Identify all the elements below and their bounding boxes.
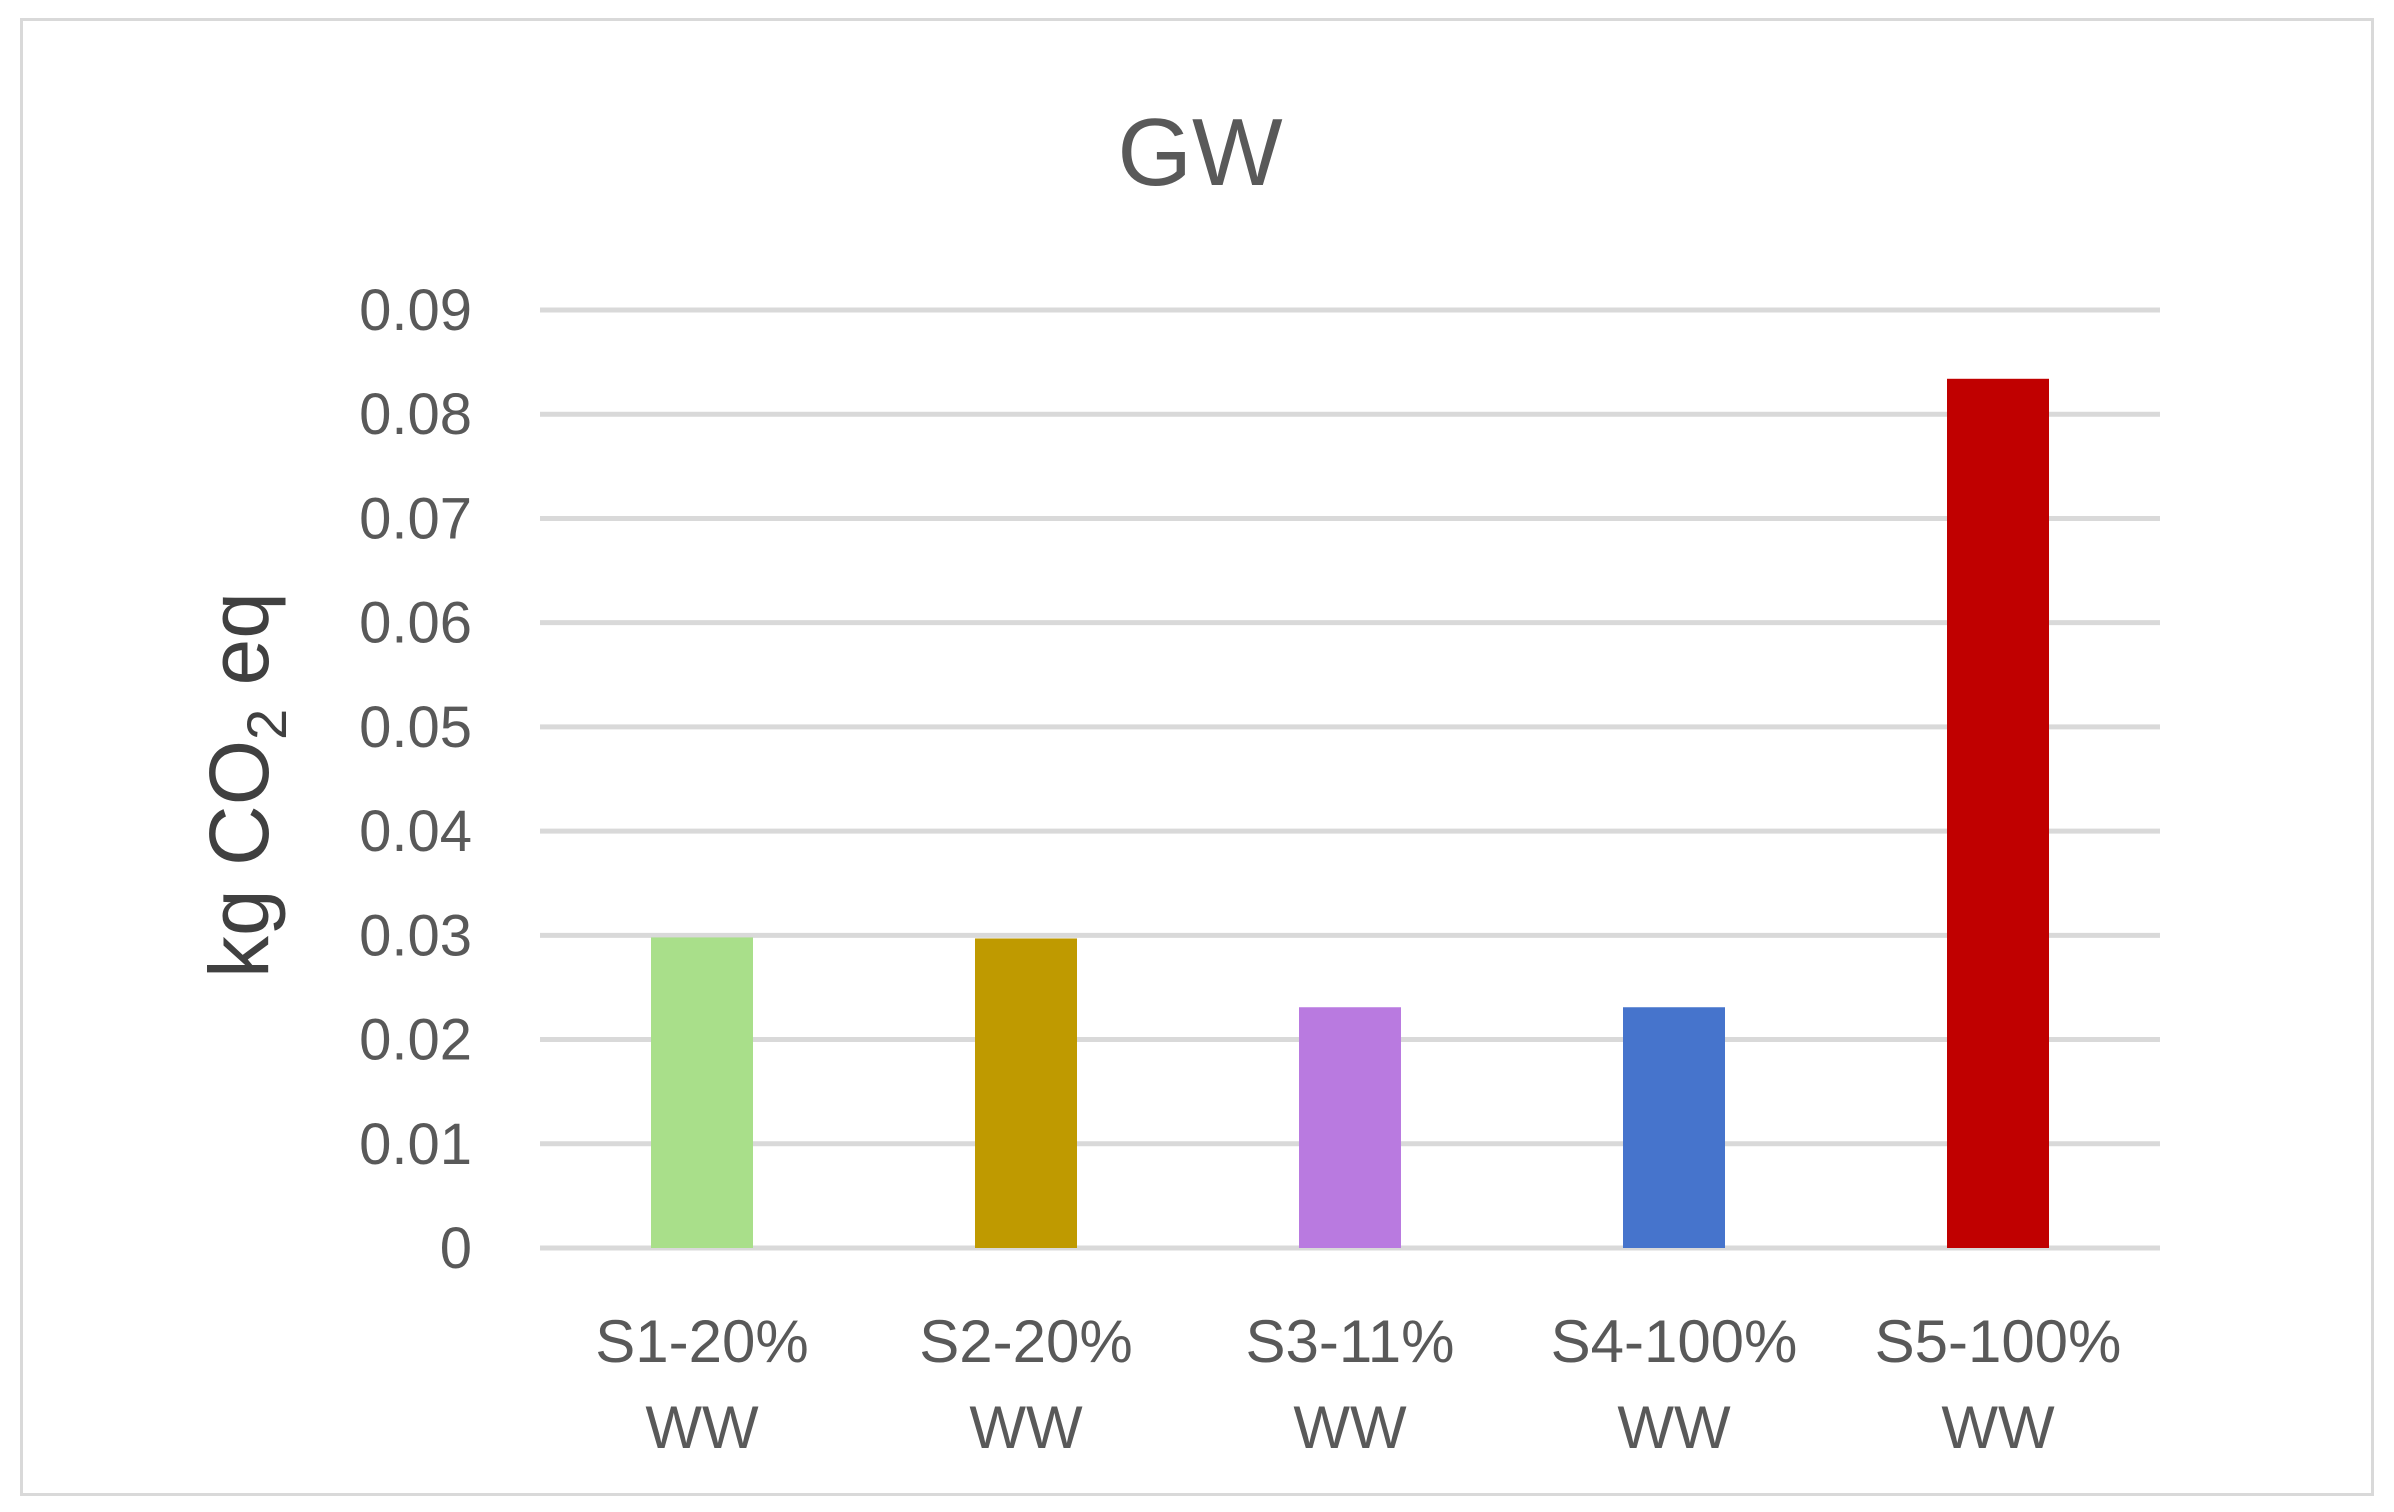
y-tick-label: 0.01 <box>359 1112 472 1177</box>
bars <box>651 378 2049 1249</box>
x-category-label-line2: WW <box>1617 1394 1731 1461</box>
bar-3 <box>1299 1007 1401 1248</box>
x-category-label-line2: WW <box>645 1394 759 1461</box>
x-category-label-line2: WW <box>969 1394 1083 1461</box>
y-tick-label: 0.03 <box>359 903 472 968</box>
y-axis-label-suffix: eq <box>192 592 286 709</box>
y-tick-label: 0 <box>440 1216 472 1281</box>
x-category-label-line1: S2-20% <box>919 1308 1132 1375</box>
x-category-label-line1: S3-11% <box>1245 1308 1454 1375</box>
y-tick-label: 0.09 <box>359 278 472 343</box>
y-tick-label: 0.06 <box>359 591 472 656</box>
y-axis-label: kg CO2 eq <box>192 592 298 978</box>
y-tick-label: 0.02 <box>359 1008 472 1073</box>
bar-4 <box>1623 1007 1725 1248</box>
chart-title: GW <box>1117 99 1283 206</box>
x-category-label-line1: S1-20% <box>595 1308 808 1375</box>
y-tick-label: 0.04 <box>359 799 472 864</box>
x-category-label-line1: S5-100% <box>1875 1308 2122 1375</box>
y-axis-label-main: kg CO <box>192 740 286 978</box>
y-axis-label-subscript: 2 <box>235 709 298 740</box>
y-tick-label: 0.08 <box>359 382 472 447</box>
bar-1 <box>651 937 753 1248</box>
x-axis-categories: S1-20% WW S2-20% WW S3-11% WW S4-100% WW S5-100%… <box>595 1308 2121 1461</box>
y-tick-label: 0.07 <box>359 486 472 551</box>
y-axis-ticks: 0 0.01 0.02 0.03 0.04 0.05 0.06 0.07 0.08 0.09 <box>359 278 472 1281</box>
y-tick-label: 0.05 <box>359 695 472 760</box>
x-category-label-line2: WW <box>1293 1394 1407 1461</box>
x-category-label-line1: S4-100% <box>1551 1308 1798 1375</box>
bar-2 <box>975 938 1077 1248</box>
bar-5 <box>1947 378 2049 1249</box>
x-category-label-line2: WW <box>1941 1394 2055 1461</box>
grid-lines <box>540 307 2160 1251</box>
